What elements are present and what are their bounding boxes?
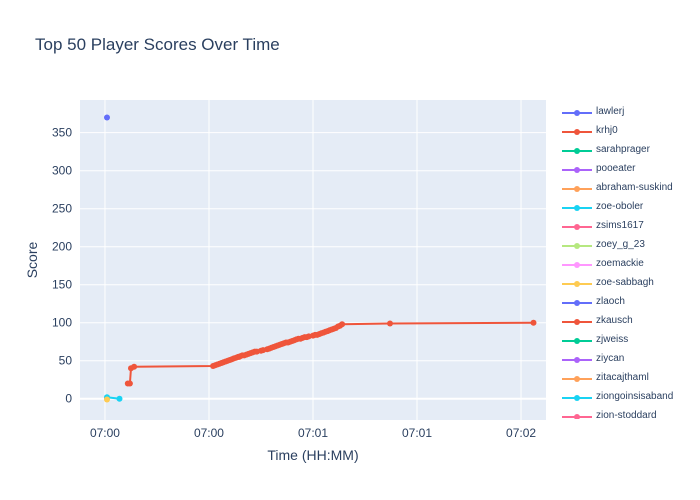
legend: lawlerj krhj0 sarahprager pooeater abraham-s…: [556, 104, 696, 419]
legend-label: sarahprager: [596, 144, 650, 155]
legend-swatch-icon: [562, 281, 592, 287]
legend-label: zlaoch: [596, 296, 625, 307]
legend-swatch-icon: [562, 300, 592, 306]
y-tick-label: 0: [65, 392, 72, 406]
legend-item[interactable]: abraham-suskind: [556, 180, 696, 199]
data-point[interactable]: [339, 321, 346, 328]
chart-title: Top 50 Player Scores Over Time: [35, 35, 280, 54]
data-point[interactable]: [116, 395, 123, 402]
legend-swatch-icon: [562, 129, 592, 135]
x-tick-label: 07:01: [402, 426, 432, 440]
y-axis-label: Score: [24, 242, 40, 279]
legend-label: zkausch: [596, 315, 633, 326]
legend-swatch-icon: [562, 186, 592, 192]
legend-item[interactable]: krhj0: [556, 123, 696, 142]
legend-label: zsims1617: [596, 220, 644, 231]
legend-item[interactable]: zoey_g_23: [556, 237, 696, 256]
legend-swatch-icon: [562, 338, 592, 344]
legend-swatch-icon: [562, 357, 592, 363]
x-tick-label: 07:00: [90, 426, 120, 440]
legend-label: abraham-suskind: [596, 182, 673, 193]
y-tick-label: 50: [59, 354, 73, 368]
legend-label: lawlerj: [596, 106, 625, 117]
legend-swatch-icon: [562, 414, 592, 419]
y-tick-label: 100: [52, 316, 72, 330]
legend-label: zoe-sabbagh: [596, 277, 654, 288]
legend-item[interactable]: zitacajthaml: [556, 370, 696, 389]
legend-label: zoey_g_23: [596, 239, 645, 250]
y-tick-label: 150: [52, 278, 72, 292]
legend-swatch-icon: [562, 376, 592, 382]
legend-label: zoemackie: [596, 258, 644, 269]
series-layer: [104, 114, 537, 403]
legend-label: ziongoinsisaband: [596, 391, 674, 402]
legend-label: ziycan: [596, 353, 625, 364]
y-tick-label: 200: [52, 240, 72, 254]
legend-swatch-icon: [562, 167, 592, 173]
legend-item[interactable]: sarahprager: [556, 142, 696, 161]
data-point[interactable]: [530, 319, 537, 326]
grid: [80, 100, 546, 420]
legend-item[interactable]: zoe-sabbagh: [556, 275, 696, 294]
x-tick-label: 07:02: [506, 426, 536, 440]
legend-item[interactable]: zsims1617: [556, 218, 696, 237]
legend-label: zitacajthaml: [596, 372, 649, 383]
legend-swatch-icon: [562, 243, 592, 249]
legend-swatch-icon: [562, 395, 592, 401]
x-tick-label: 07:01: [298, 426, 328, 440]
legend-item[interactable]: zoe-oboler: [556, 199, 696, 218]
legend-label: pooeater: [596, 163, 636, 174]
legend-swatch-icon: [562, 148, 592, 154]
series-lawlerj: [104, 114, 110, 121]
series-zoe-sabbagh: [104, 396, 110, 403]
data-point[interactable]: [387, 320, 393, 327]
legend-item[interactable]: zkausch: [556, 313, 696, 332]
legend-swatch-icon: [562, 205, 592, 211]
legend-swatch-icon: [562, 319, 592, 325]
legend-item[interactable]: ziongoinsisaband: [556, 389, 696, 408]
legend-label: zion-stoddard: [596, 410, 657, 419]
legend-swatch-icon: [562, 262, 592, 268]
series-krhj0: [124, 319, 537, 387]
axes: 0 50 100 150 200 250 300 350 07:00 07:00 07:01 07:0…: [52, 126, 536, 440]
data-point[interactable]: [126, 380, 133, 387]
y-tick-label: 350: [52, 126, 72, 140]
data-point[interactable]: [104, 396, 110, 403]
y-tick-label: 300: [52, 164, 72, 178]
data-point[interactable]: [131, 363, 138, 370]
legend-label: zoe-oboler: [596, 201, 644, 212]
x-tick-label: 07:00: [194, 426, 224, 440]
y-tick-label: 250: [52, 202, 72, 216]
legend-item[interactable]: zlaoch: [556, 294, 696, 313]
legend-item[interactable]: zion-stoddard: [556, 408, 696, 419]
legend-item[interactable]: zoemackie: [556, 256, 696, 275]
legend-label: krhj0: [596, 125, 618, 136]
legend-swatch-icon: [562, 110, 592, 116]
x-axis-label: Time (HH:MM): [267, 447, 358, 463]
legend-item[interactable]: zjweiss: [556, 332, 696, 351]
data-point[interactable]: [104, 114, 110, 121]
legend-item[interactable]: ziycan: [556, 351, 696, 370]
legend-item[interactable]: lawlerj: [556, 104, 696, 123]
legend-swatch-icon: [562, 224, 592, 230]
legend-label: zjweiss: [596, 334, 629, 345]
legend-item[interactable]: pooeater: [556, 161, 696, 180]
